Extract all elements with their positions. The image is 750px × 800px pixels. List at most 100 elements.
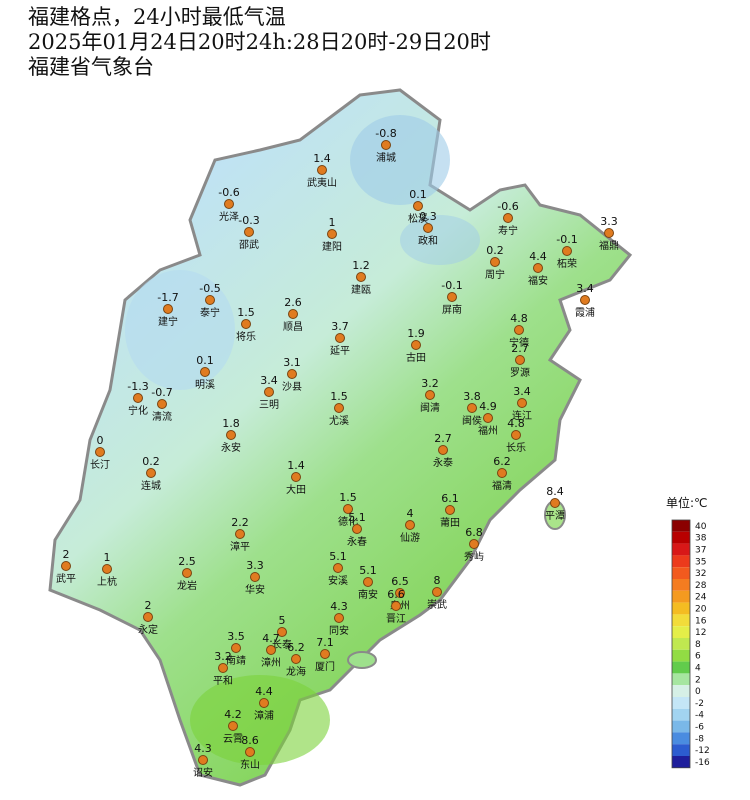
- station-value: -0.1: [556, 233, 577, 246]
- legend-label: 37: [695, 546, 706, 556]
- station-name: 华安: [245, 583, 265, 596]
- station-dot: [515, 355, 525, 365]
- station-dot: [334, 613, 344, 623]
- island: [347, 651, 377, 669]
- station-dot: [352, 524, 362, 534]
- station-name: 周宁: [485, 268, 505, 281]
- station-dot: [250, 572, 260, 582]
- station-dot: [264, 387, 274, 397]
- station-value: 1.9: [407, 327, 425, 340]
- station-value: 6.1: [441, 492, 459, 505]
- legend-swatch: [672, 685, 690, 697]
- station-name: 松溪: [408, 212, 428, 225]
- cold-area: [350, 115, 450, 205]
- station-name: 延平: [330, 345, 350, 357]
- legend-label: 38: [695, 534, 707, 544]
- legend-label: 28: [695, 581, 707, 591]
- station-value: 1: [329, 216, 336, 229]
- station-name: 安溪: [328, 574, 348, 587]
- legend-label: 2: [695, 675, 701, 685]
- station-value: -0.7: [151, 386, 172, 399]
- station-value: -0.6: [218, 186, 239, 199]
- station-value: 3.2: [421, 377, 439, 390]
- station-name: 大田: [286, 483, 306, 496]
- station-dot: [425, 390, 435, 400]
- station-dot: [517, 398, 527, 408]
- station-value: 4: [407, 507, 414, 520]
- station-dot: [133, 393, 143, 403]
- station-value: 2.5: [178, 555, 196, 568]
- station-name: 龙岩: [177, 579, 197, 592]
- legend-label: 24: [695, 593, 707, 603]
- station-value: 6.2: [287, 641, 305, 654]
- station-value: 0.2: [142, 455, 160, 468]
- station-name: 柘荣: [557, 257, 577, 270]
- station-name: 顺昌: [283, 321, 303, 333]
- station-value: -0.5: [199, 282, 220, 295]
- station-value: -1.3: [127, 380, 148, 393]
- station-name: 长乐: [506, 442, 526, 454]
- station-dot: [432, 587, 442, 597]
- station-dot: [423, 223, 433, 233]
- legend-label: 0: [695, 687, 701, 697]
- station-name: 仙游: [400, 531, 420, 544]
- station-value: 6.2: [493, 455, 511, 468]
- station-value: 5.1: [359, 564, 377, 577]
- legend-label: 8: [695, 640, 701, 650]
- legend-swatch: [672, 649, 690, 662]
- station-name: 福安: [528, 274, 548, 287]
- legend-label: 6: [695, 652, 701, 662]
- station-value: 4.9: [479, 400, 497, 413]
- station-dot: [391, 601, 401, 611]
- station-name: 永定: [138, 623, 158, 636]
- legend-label: -4: [695, 711, 704, 721]
- station-value: -1.7: [157, 291, 178, 304]
- legend-label: 32: [695, 569, 706, 579]
- station-name: 东山: [240, 758, 260, 771]
- station-value: 1.8: [222, 417, 240, 430]
- station-dot: [146, 468, 156, 478]
- station-name: 闽清: [420, 401, 440, 414]
- station-dot: [244, 227, 254, 237]
- station-dot: [277, 627, 287, 637]
- station-dot: [514, 325, 524, 335]
- station-value: 0: [97, 434, 104, 447]
- station-dot: [447, 292, 457, 302]
- station-name: 浦城: [376, 151, 396, 164]
- legend-swatch: [672, 756, 690, 768]
- station-name: 漳浦: [254, 709, 274, 722]
- legend-label: 4: [695, 664, 701, 674]
- legend-swatch: [672, 626, 690, 638]
- station-name: 邵武: [239, 238, 259, 251]
- station-value: 5: [279, 614, 286, 627]
- station-value: 6.8: [465, 526, 483, 539]
- station-name: 晋江: [386, 613, 406, 625]
- station-dot: [218, 663, 228, 673]
- station-value: 3.4: [260, 374, 278, 387]
- station-dot: [405, 520, 415, 530]
- station-dot: [205, 295, 215, 305]
- station-name: 南安: [358, 588, 378, 601]
- station-name: 连江: [512, 409, 532, 422]
- station-value: -0.3: [238, 214, 259, 227]
- legend-title: 单位:℃: [666, 495, 708, 510]
- station-dot: [333, 563, 343, 573]
- legend-label: -16: [695, 758, 710, 768]
- station-dot: [503, 213, 513, 223]
- station-value: 3.1: [283, 356, 301, 369]
- legend-swatch: [672, 555, 690, 568]
- station-dot: [533, 263, 543, 273]
- station-dot: [288, 309, 298, 319]
- station-value: 3.5: [227, 630, 245, 643]
- station-value: 7.1: [316, 636, 334, 649]
- station-dot: [157, 399, 167, 409]
- station-value: 1.4: [313, 152, 331, 165]
- station-name: 永春: [347, 535, 367, 548]
- station-dot: [200, 367, 210, 377]
- legend-label: 40: [695, 522, 707, 532]
- fujian-province: [48, 88, 633, 787]
- station-value: 5.1: [348, 511, 366, 524]
- station-name: 南靖: [226, 654, 246, 667]
- station-dot: [61, 561, 71, 571]
